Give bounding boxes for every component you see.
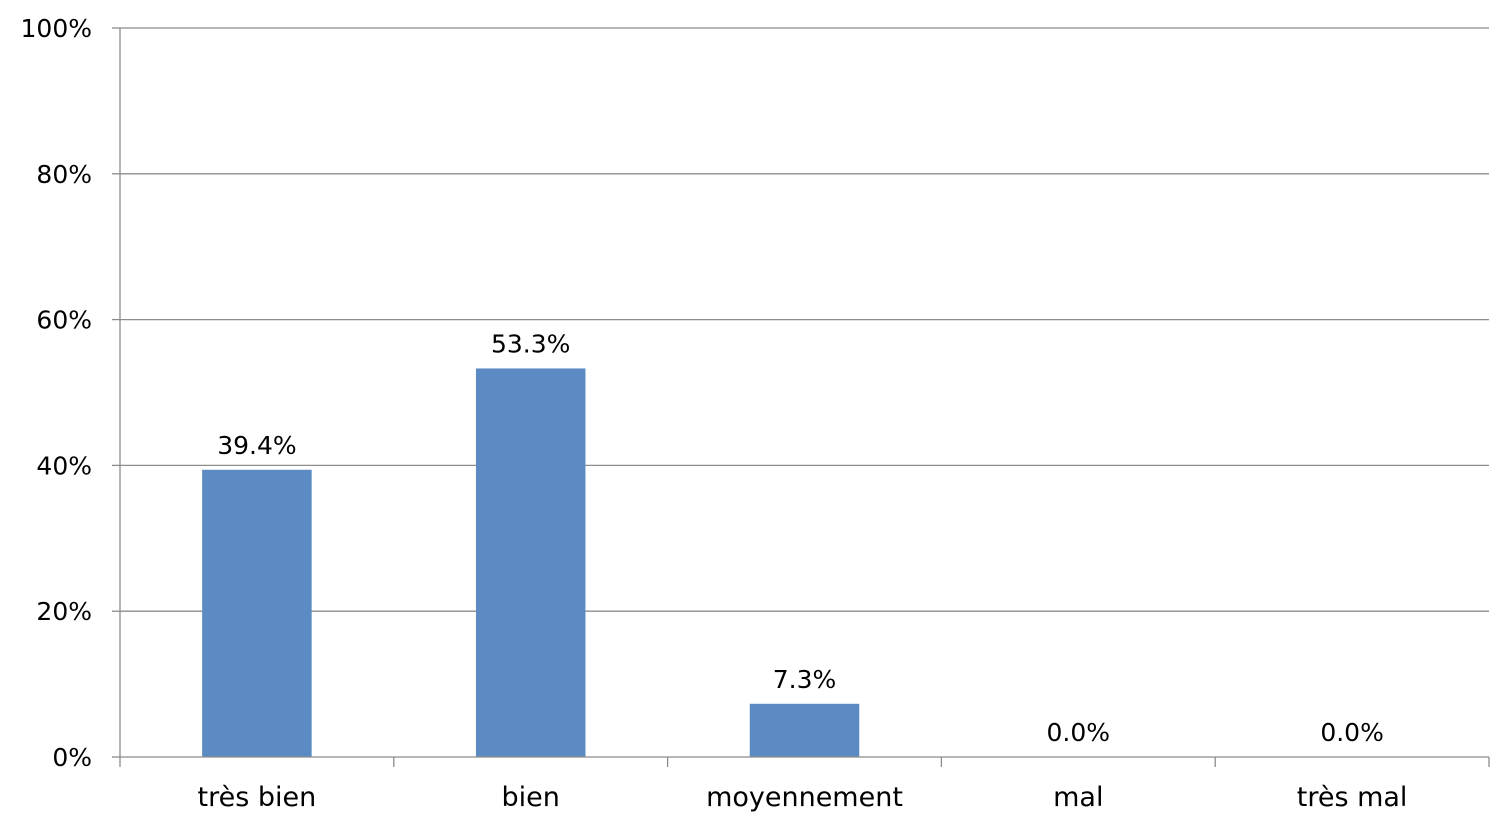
x-tick-label: très mal xyxy=(1297,782,1408,813)
data-label: 39.4% xyxy=(217,431,296,460)
y-tick-label: 40% xyxy=(36,451,92,480)
y-tick-label: 80% xyxy=(36,160,92,189)
data-label: 53.3% xyxy=(491,329,570,358)
bar xyxy=(475,368,586,757)
data-label: 7.3% xyxy=(773,665,837,694)
bar xyxy=(749,703,860,757)
x-tick-label: moyennement xyxy=(706,782,903,813)
gridlines xyxy=(120,27,1489,612)
x-tick-label: bien xyxy=(502,782,560,813)
axes xyxy=(112,27,1490,767)
labels: 0% 20% 40% 60% 80% 100% 39.4% très bien 53.3% bie… xyxy=(21,14,1408,813)
bars xyxy=(202,368,860,757)
x-tick-label: mal xyxy=(1053,782,1103,813)
y-tick-label: 0% xyxy=(52,743,92,772)
data-label: 0.0% xyxy=(1047,718,1111,747)
x-tick-label: très bien xyxy=(198,782,317,813)
y-tick-label: 100% xyxy=(21,14,92,43)
data-label: 0.0% xyxy=(1320,718,1384,747)
y-tick-label: 20% xyxy=(36,597,92,626)
y-tick-label: 60% xyxy=(36,306,92,335)
bar xyxy=(202,469,312,757)
